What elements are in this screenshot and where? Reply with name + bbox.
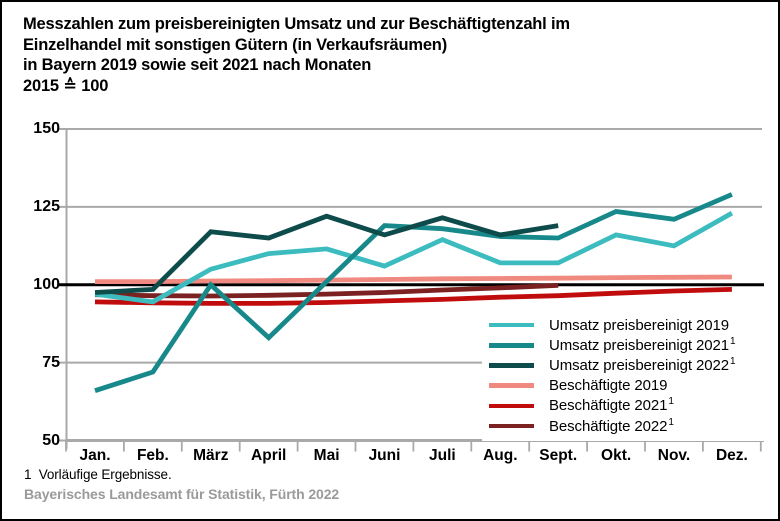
legend-item-umsatz-2019: Umsatz preisbereinigt 2019	[482, 315, 778, 335]
legend-line-swatch	[489, 322, 534, 328]
x-axis-label-okt: Okt.	[601, 447, 632, 464]
legend-label: Beschäftigte 2022	[549, 417, 668, 435]
source-attribution: Bayerisches Landesamt für Statistik, Für…	[24, 486, 340, 502]
y-axis-label-100: 100	[33, 275, 60, 293]
series-line-beschaeftigte-2022	[94, 283, 559, 299]
footnote-marker: 1	[730, 335, 736, 347]
chart-title-line-3: in Bayern 2019 sowie seit 2021 nach Mona…	[23, 56, 372, 74]
series-line-umsatz-2019	[94, 211, 734, 305]
legend-label: Beschäftigte 2019	[549, 377, 668, 395]
x-axis-label-dez: Dez.	[715, 447, 748, 464]
y-axis-label-50: 50	[42, 431, 60, 449]
series-line-umsatz-2022	[94, 213, 559, 295]
legend-item-umsatz-2021: Umsatz preisbereinigt 20211	[482, 335, 778, 355]
legend-label: Umsatz preisbereinigt 2022	[549, 356, 729, 374]
x-axis-label-jan: Jan.	[79, 447, 111, 464]
footnote-marker: 1	[668, 416, 674, 428]
footnote: 1 Vorläufige Ergebnisse.	[24, 467, 172, 482]
legend-item-umsatz-2022: Umsatz preisbereinigt 20221	[482, 355, 778, 375]
chart-title: Messzahlen zum preisbereinigten Umsatz u…	[23, 14, 570, 96]
x-axis-label-juli: Juli	[429, 447, 456, 464]
x-axis-label-nov: Nov.	[657, 447, 691, 464]
legend-item-beschaeftigte-2019: Beschäftigte 2019	[482, 376, 778, 396]
chart-title-line-4: 2015 ≙ 100	[23, 76, 109, 95]
x-axis-label-april: April	[251, 447, 287, 464]
x-axis-label-feb: Feb.	[136, 447, 169, 464]
footnote-marker: 1	[668, 396, 674, 408]
legend-line-swatch	[489, 423, 534, 429]
legend-label: Umsatz preisbereinigt 2019	[549, 316, 729, 334]
y-axis-label-125: 125	[33, 197, 60, 215]
footnote-marker: 1	[730, 355, 736, 367]
y-axis-label-75: 75	[42, 353, 60, 371]
legend-line-swatch	[489, 363, 534, 368]
x-axis-label-mai: Mai	[313, 447, 340, 464]
legend-label: Beschäftigte 2021	[549, 397, 668, 415]
x-axis-label-märz: März	[193, 447, 229, 464]
legend-item-beschaeftigte-2021: Beschäftigte 20211	[482, 396, 778, 416]
series-line-beschaeftigte-2019	[95, 274, 732, 285]
legend-line-swatch	[489, 403, 534, 409]
chart-title-line-2: Einzelhandel mit sonstigen Gütern (in Ve…	[23, 35, 447, 54]
chart-legend: Umsatz preisbereinigt 2019 Umsatz preisb…	[482, 315, 778, 441]
legend-item-beschaeftigte-2022: Beschäftigte 20221	[482, 416, 778, 436]
y-axis-label-150: 150	[33, 120, 60, 137]
legend-label: Umsatz preisbereinigt 2021	[549, 336, 729, 354]
x-axis-label-sept: Sept.	[539, 447, 578, 464]
legend-line-swatch	[489, 342, 534, 348]
legend-line-swatch	[489, 383, 534, 388]
x-axis-label-juni: Juni	[368, 447, 401, 464]
x-axis-label-aug: Aug.	[483, 447, 518, 464]
chart-title-line-1: Messzahlen zum preisbereinigten Umsatz u…	[23, 15, 570, 33]
